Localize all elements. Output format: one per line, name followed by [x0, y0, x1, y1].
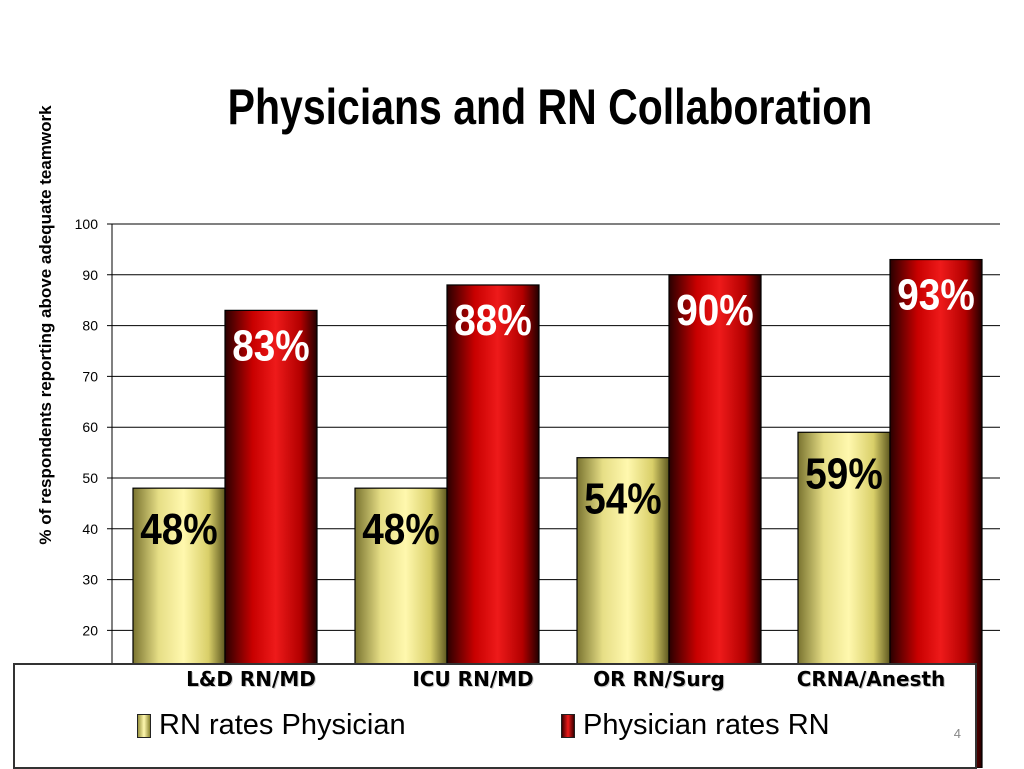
legend-label: Physician rates RN	[583, 709, 830, 741]
data-label: 59%	[805, 448, 882, 498]
x-tick-label: OR RN/Surg	[593, 667, 725, 691]
x-tick-label: CRNA/Anesth	[796, 667, 946, 691]
y-tick-label: 100	[75, 216, 99, 232]
data-label: 90%	[676, 284, 753, 334]
legend: L&D RN/MD ICU RN/MD OR RN/Surg CRNA/Anes…	[13, 663, 977, 769]
legend-label: RN rates Physician	[159, 709, 406, 741]
y-tick-label: 40	[82, 521, 98, 537]
data-label: 88%	[454, 295, 531, 345]
y-tick-label: 50	[82, 470, 98, 486]
x-tick-label: ICU RN/MD	[412, 667, 534, 691]
y-tick-label: 70	[82, 368, 98, 384]
data-label: 83%	[232, 320, 309, 370]
y-tick-label: 30	[82, 572, 98, 588]
data-label: 48%	[140, 504, 217, 554]
page-number: 4	[953, 726, 961, 741]
legend-item-rn-rates-physician: RN rates Physician	[137, 709, 406, 742]
data-label: 48%	[362, 504, 439, 554]
legend-swatch-red	[561, 713, 575, 738]
y-tick-label: 20	[82, 622, 98, 638]
legend-item-physician-rates-rn: Physician rates RN	[561, 709, 830, 742]
y-tick-label: 90	[82, 267, 98, 283]
x-tick-label: L&D RN/MD	[186, 667, 316, 691]
legend-swatch-yellow	[137, 713, 151, 738]
y-tick-label: 80	[82, 318, 98, 334]
y-tick-label: 60	[82, 419, 98, 435]
data-label: 54%	[584, 473, 661, 523]
page-title: Physicians and RN Collaboration	[227, 79, 873, 135]
data-label: 93%	[897, 269, 974, 319]
